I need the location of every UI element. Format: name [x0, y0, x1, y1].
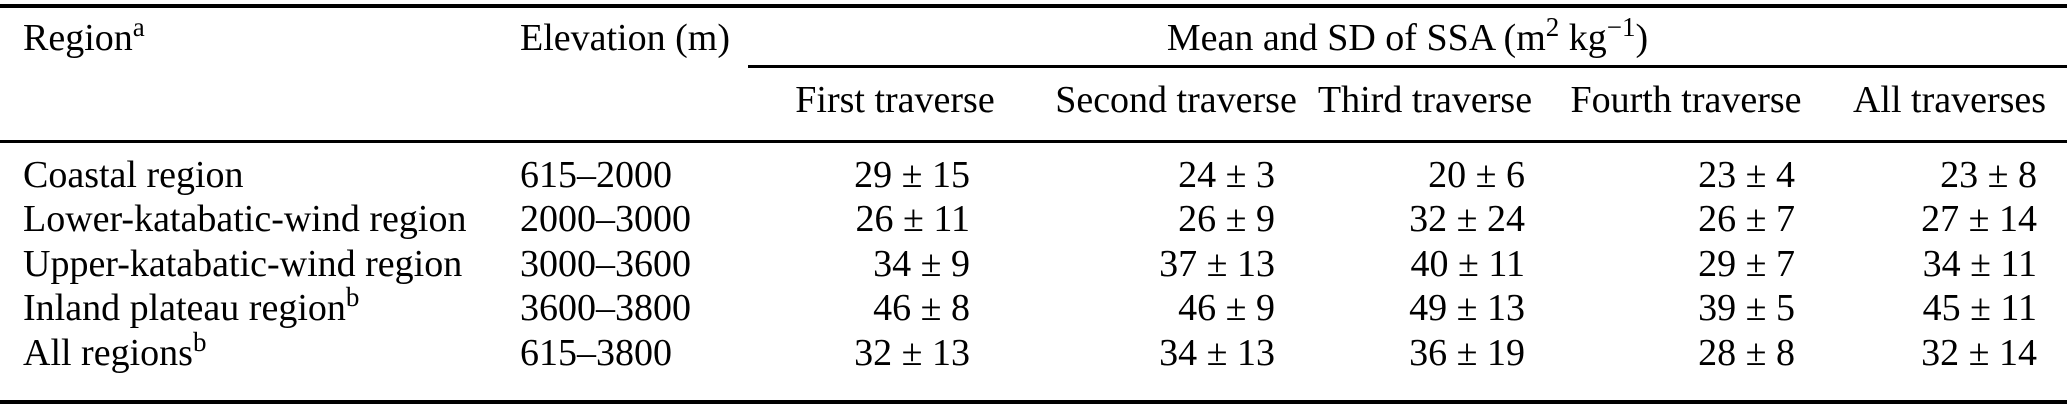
region-name: Inland plateau region — [23, 287, 346, 329]
all-traverses-value-cell: 32 ± 14 — [1921, 331, 2038, 374]
region-cell: Inland plateau regionb — [0, 284, 520, 331]
third-traverse-value-cell: 40 ± 11 — [1410, 242, 1525, 285]
region-cell: Upper-katabatic-wind region — [0, 242, 520, 287]
third-traverse-value-cell: 36 ± 19 — [1409, 331, 1525, 374]
ssa-header-inverse-exponent: −1 — [1606, 12, 1636, 42]
elevation-cell: 615–2000 — [520, 153, 672, 196]
table-row-coastal-region: Coastal region 615–2000 29 ± 15 24 ± 3 2… — [0, 141, 2067, 197]
first-traverse-value-cell: 26 ± 11 — [855, 198, 970, 240]
table-row-lower-katabatic-wind-region: Lower-katabatic-wind region 2000–3000 26… — [0, 197, 2067, 242]
all-traverses-value-cell: 34 ± 11 — [1922, 242, 2038, 285]
ssa-group-header: Mean and SD of SSA (m2 kg−1) — [748, 6, 2067, 68]
region-footnote-marker: b — [345, 282, 360, 312]
fourth-traverse-value-cell: 26 ± 7 — [1698, 198, 1795, 240]
region-header-label: Region — [23, 17, 133, 59]
region-name: Coastal region — [23, 153, 244, 196]
table-row-inland-plateau-region: Inland plateau regionb 3600–3800 46 ± 8 … — [0, 284, 2067, 331]
all-traverses-value-cell: 45 ± 11 — [1922, 287, 2038, 329]
ssa-header-squared-exponent: 2 — [1545, 12, 1560, 42]
ssa-header-unit-text: kg — [1559, 17, 1607, 59]
elevation-cell: 2000–3000 — [520, 198, 691, 240]
first-traverse-column-header: First traverse — [748, 66, 1042, 143]
region-name: All regions — [23, 331, 193, 374]
table-row-all-regions: All regionsb 615–3800 32 ± 13 34 ± 13 36… — [0, 328, 2067, 403]
region-footnote-marker: a — [132, 12, 145, 42]
third-traverse-value-cell: 49 ± 13 — [1409, 287, 1525, 329]
header-row-groups: Regiona Elevation (m) Mean and SD of SSA… — [0, 6, 2067, 143]
table-row-upper-katabatic-wind-region: Upper-katabatic-wind region 3000–3600 34… — [0, 242, 2067, 287]
second-traverse-column-header: Second traverse — [1042, 66, 1310, 143]
elevation-cell: 615–3800 — [520, 331, 672, 374]
first-traverse-value-cell: 29 ± 15 — [854, 153, 970, 196]
region-footnote-marker: b — [192, 326, 207, 357]
all-traverses-column-header: All traverses — [1832, 66, 2067, 143]
all-traverses-value-cell: 27 ± 14 — [1921, 198, 2038, 240]
region-cell: Coastal region — [0, 141, 520, 197]
region-column-header: Regiona — [0, 6, 520, 143]
third-traverse-column-header: Third traverse — [1310, 66, 1540, 143]
header-row-traverses: First traverse Second traverse Third tra… — [0, 66, 2067, 143]
region-name: Upper-katabatic-wind region — [23, 242, 463, 285]
fourth-traverse-column-header: Fourth traverse — [1540, 66, 1832, 143]
elevation-cell: 3600–3800 — [520, 287, 691, 329]
fourth-traverse-value-cell: 39 ± 5 — [1698, 287, 1795, 329]
fourth-traverse-value-cell: 28 ± 8 — [1698, 331, 1795, 374]
first-traverse-value-cell: 32 ± 13 — [854, 331, 970, 374]
ssa-header-text: Mean and SD of SSA (m — [1166, 17, 1546, 59]
second-traverse-value-cell: 37 ± 13 — [1159, 242, 1275, 285]
second-traverse-value-cell: 24 ± 3 — [1178, 153, 1275, 196]
fourth-traverse-value-cell: 29 ± 7 — [1698, 242, 1795, 285]
fourth-traverse-value-cell: 23 ± 4 — [1698, 153, 1795, 196]
third-traverse-value-cell: 32 ± 24 — [1409, 198, 1525, 240]
elevation-column-header: Elevation (m) — [520, 6, 748, 143]
all-traverses-value-cell: 23 ± 8 — [1940, 153, 2038, 196]
second-traverse-value-cell: 26 ± 9 — [1178, 198, 1275, 240]
first-traverse-value-cell: 46 ± 8 — [873, 287, 970, 329]
second-traverse-value-cell: 46 ± 9 — [1178, 287, 1275, 329]
elevation-header-label: Elevation (m) — [520, 17, 730, 59]
ssa-header-close-paren: ) — [1635, 17, 1649, 59]
first-traverse-value-cell: 34 ± 9 — [873, 242, 970, 285]
third-traverse-value-cell: 20 ± 6 — [1428, 153, 1525, 196]
region-cell: Lower-katabatic-wind region — [0, 197, 520, 242]
ssa-statistics-table: Regiona Elevation (m) Mean and SD of SSA… — [0, 4, 2067, 404]
region-cell: All regionsb — [0, 328, 520, 403]
second-traverse-value-cell: 34 ± 13 — [1159, 331, 1275, 374]
region-name: Lower-katabatic-wind region — [23, 198, 467, 240]
elevation-cell: 3000–3600 — [520, 242, 691, 285]
